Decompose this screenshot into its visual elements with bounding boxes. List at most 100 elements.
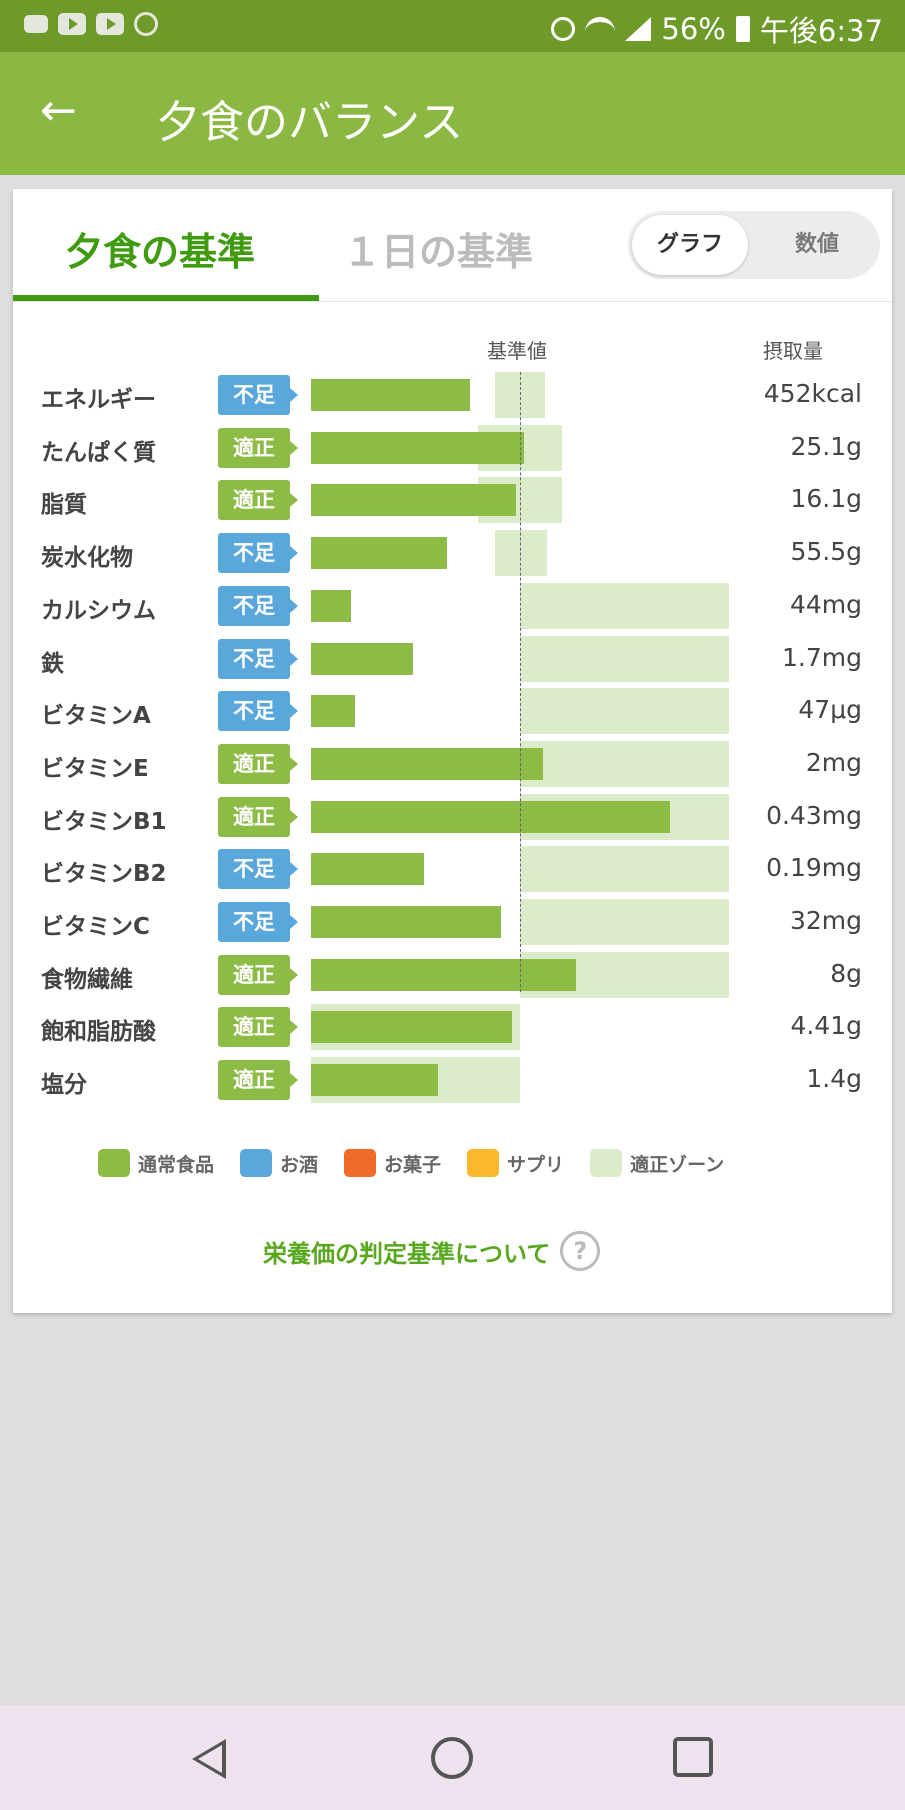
intake-value: 1.4g: [806, 1064, 862, 1094]
nav-recent-apps-icon[interactable]: [673, 1737, 713, 1777]
status-badge: 不足: [218, 638, 298, 679]
graph-toggle-button[interactable]: グラフ: [632, 215, 748, 275]
status-badge: 適正: [218, 1007, 298, 1048]
legend-swatch: [467, 1149, 500, 1177]
status-badge: 不足: [218, 849, 298, 890]
reference-header: 基準値: [487, 339, 547, 363]
intake-value: 16.1g: [790, 484, 862, 514]
notification-app-icon: [24, 15, 48, 33]
alarm-icon: [551, 17, 576, 41]
tab-indicator: [13, 295, 319, 301]
tab-dinner-standard[interactable]: 夕食の基準: [13, 189, 319, 301]
legend-label: お菓子: [384, 1153, 442, 1176]
nutrient-label: 炭水化物: [41, 545, 133, 572]
intake-value: 25.1g: [790, 431, 862, 461]
optimal-zone: [494, 530, 548, 577]
navigation-bar: [0, 1705, 905, 1810]
status-badge: 不足: [218, 375, 298, 415]
nutrient-label: エネルギー: [41, 387, 156, 413]
intake-bar: [311, 906, 502, 938]
status-badge: 適正: [218, 1060, 298, 1101]
optimal-zone: [520, 899, 729, 945]
optimal-zone: [520, 582, 729, 629]
optimal-zone: [520, 740, 729, 787]
optimal-zone: [520, 635, 729, 682]
intake-bar: [311, 431, 525, 464]
intake-value: 0.43mg: [766, 800, 862, 830]
nutrient-label: ビタミンA: [41, 703, 151, 730]
page-title: 夕食のバランス: [156, 97, 464, 148]
youtube-icon: [96, 13, 124, 35]
status-badge: 適正: [218, 796, 298, 837]
intake-bar: [311, 695, 355, 728]
intake-value: 1.7mg: [782, 642, 862, 672]
criteria-link[interactable]: 栄養価の判定基準について ?: [263, 1231, 601, 1271]
intake-bar: [311, 800, 671, 833]
view-toggle: グラフ 数値: [628, 211, 880, 279]
legend-swatch: [240, 1149, 273, 1177]
intake-value: 8g: [830, 958, 862, 988]
legend-label: 適正ゾーン: [630, 1153, 725, 1176]
legend-item: お酒: [240, 1149, 318, 1177]
intake-value: 47μg: [798, 695, 862, 725]
back-arrow-icon[interactable]: ←: [40, 85, 77, 136]
intake-bar: [311, 379, 470, 411]
tab-daily-standard[interactable]: １日の基準: [343, 230, 534, 274]
nutrient-label: 鉄: [41, 650, 64, 677]
nutrient-label: カルシウム: [41, 597, 156, 624]
nutrient-label: 飽和脂肪酸: [41, 1019, 156, 1046]
legend-label: サプリ: [507, 1153, 565, 1176]
status-badge: 不足: [218, 533, 298, 574]
reference-line: [520, 372, 521, 992]
optimal-zone: [520, 846, 729, 893]
youtube-icon: [58, 13, 86, 35]
legend-label: お酒: [280, 1153, 319, 1176]
value-toggle-button[interactable]: 数値: [794, 232, 839, 257]
wifi-icon: [585, 17, 616, 41]
legend-swatch: [98, 1149, 130, 1177]
balance-card: 夕食の基準 １日の基準 グラフ 数値 基準値 摂取量 エネルギー 不足 452kca…: [13, 189, 892, 1313]
nutrient-label: 脂質: [41, 492, 87, 519]
divider: [13, 301, 892, 302]
clock: 午後6:37: [759, 14, 883, 48]
intake-value: 4.41g: [790, 1011, 862, 1041]
intake-value: 32mg: [789, 906, 862, 935]
intake-value: 0.19mg: [766, 853, 862, 883]
legend-swatch: [590, 1149, 623, 1177]
status-badge: 適正: [218, 480, 298, 521]
intake-bar: [311, 747, 543, 780]
battery-percent: 56%: [661, 12, 726, 46]
intake-bar: [311, 1064, 439, 1097]
status-badge: 不足: [218, 585, 298, 626]
optimal-zone: [520, 688, 729, 735]
system-status: 56% 午後6:37: [551, 8, 883, 50]
intake-bar: [311, 589, 351, 622]
intake-bar: [311, 642, 414, 675]
legend-item: お菓子: [344, 1149, 441, 1177]
status-badge: 不足: [218, 691, 298, 732]
intake-header: 摂取量: [763, 339, 823, 363]
timer-icon: [134, 12, 158, 36]
signal-icon: [625, 17, 652, 41]
nav-home-icon[interactable]: [431, 1737, 473, 1779]
legend-label: 通常食品: [138, 1153, 215, 1176]
legend-swatch: [344, 1149, 377, 1177]
battery-icon: [735, 16, 750, 42]
status-badge: 適正: [218, 954, 298, 995]
criteria-link-label: 栄養価の判定基準について: [263, 1239, 551, 1268]
nutrient-label: ビタミンB1: [41, 808, 167, 835]
help-icon[interactable]: ?: [560, 1231, 601, 1271]
nutrient-label: 塩分: [41, 1072, 87, 1099]
status-bar: 56% 午後6:37: [0, 0, 905, 52]
nav-back-icon[interactable]: [192, 1739, 226, 1779]
nutrient-label: ビタミンC: [41, 914, 150, 940]
status-badge: 適正: [218, 427, 298, 468]
intake-bar: [311, 1011, 512, 1044]
status-badge: 不足: [218, 902, 298, 942]
intake-value: 452kcal: [763, 379, 862, 408]
tab-label: 夕食の基準: [65, 230, 256, 274]
legend-item: 通常食品: [98, 1149, 214, 1177]
intake-bar: [311, 958, 577, 991]
intake-bar: [311, 853, 424, 886]
intake-value: 44mg: [789, 589, 862, 619]
